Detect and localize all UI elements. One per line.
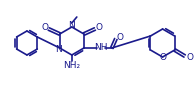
Text: O: O <box>41 23 48 32</box>
Text: O: O <box>116 32 123 42</box>
Text: N: N <box>68 21 75 30</box>
Text: NH₂: NH₂ <box>63 61 80 69</box>
Text: N: N <box>55 45 62 55</box>
Text: O: O <box>95 23 102 32</box>
Text: O: O <box>186 54 193 62</box>
Text: O: O <box>159 54 166 62</box>
Text: NH: NH <box>94 43 108 52</box>
